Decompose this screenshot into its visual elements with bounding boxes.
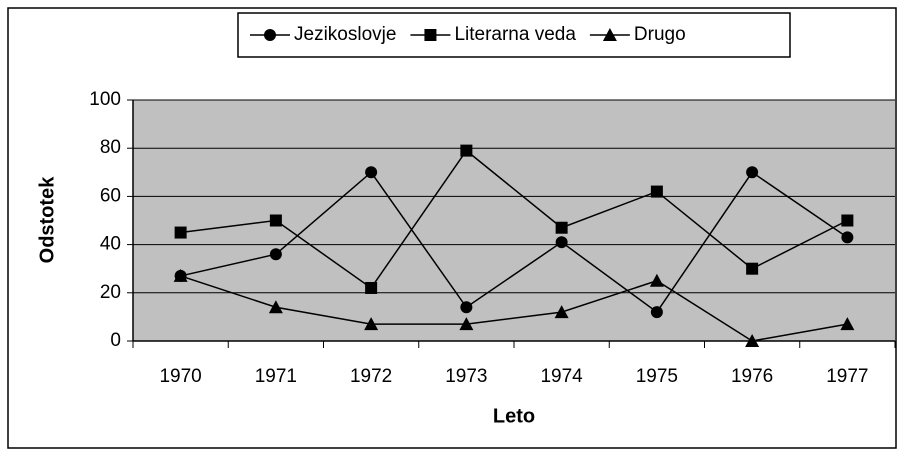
marker (460, 301, 473, 314)
marker (269, 214, 282, 227)
marker (264, 29, 276, 41)
marker (173, 268, 188, 282)
marker (460, 144, 473, 157)
y-tick-label: 100 (89, 89, 121, 110)
marker (174, 226, 187, 239)
marker (424, 29, 437, 41)
legend-label: Jezikoslovje (294, 24, 396, 45)
marker (554, 305, 569, 319)
marker (649, 273, 664, 287)
x-tick-label: 1970 (159, 366, 201, 387)
marker (459, 317, 474, 331)
marker (745, 334, 760, 347)
marker (602, 28, 617, 41)
marker (269, 248, 282, 261)
series-line (180, 149, 848, 290)
x-tick-label: 1972 (350, 366, 392, 387)
marker (841, 214, 854, 227)
marker (746, 166, 759, 179)
marker (364, 317, 379, 331)
x-tick-label: 1971 (255, 366, 297, 387)
marker (650, 185, 663, 198)
x-tick-label: 1973 (445, 366, 487, 387)
legend-label: Drugo (634, 24, 686, 45)
series-line (180, 275, 848, 342)
legend-box (237, 12, 791, 58)
marker (555, 236, 568, 249)
marker (268, 300, 283, 314)
y-tick-label: 60 (100, 185, 121, 206)
x-axis-title: Leto (493, 405, 535, 427)
y-tick-label: 0 (110, 330, 121, 351)
marker (365, 281, 378, 294)
marker (365, 166, 378, 179)
marker (746, 262, 759, 275)
x-tick-label: 1974 (540, 366, 583, 387)
y-tick-label: 40 (100, 234, 121, 255)
marker (841, 231, 854, 244)
y-axis-title: Odstotek (36, 176, 58, 264)
x-tick-label: 1976 (731, 366, 773, 387)
marker (840, 317, 855, 331)
series-line (180, 171, 848, 314)
marker (555, 221, 568, 234)
x-tick-label: 1975 (636, 366, 678, 387)
legend-label: Literarna veda (454, 24, 576, 45)
y-tick-label: 80 (100, 137, 121, 158)
x-tick-label: 1977 (826, 366, 868, 387)
plot-area (133, 100, 895, 341)
y-tick-label: 20 (100, 282, 121, 303)
marker (650, 306, 663, 319)
